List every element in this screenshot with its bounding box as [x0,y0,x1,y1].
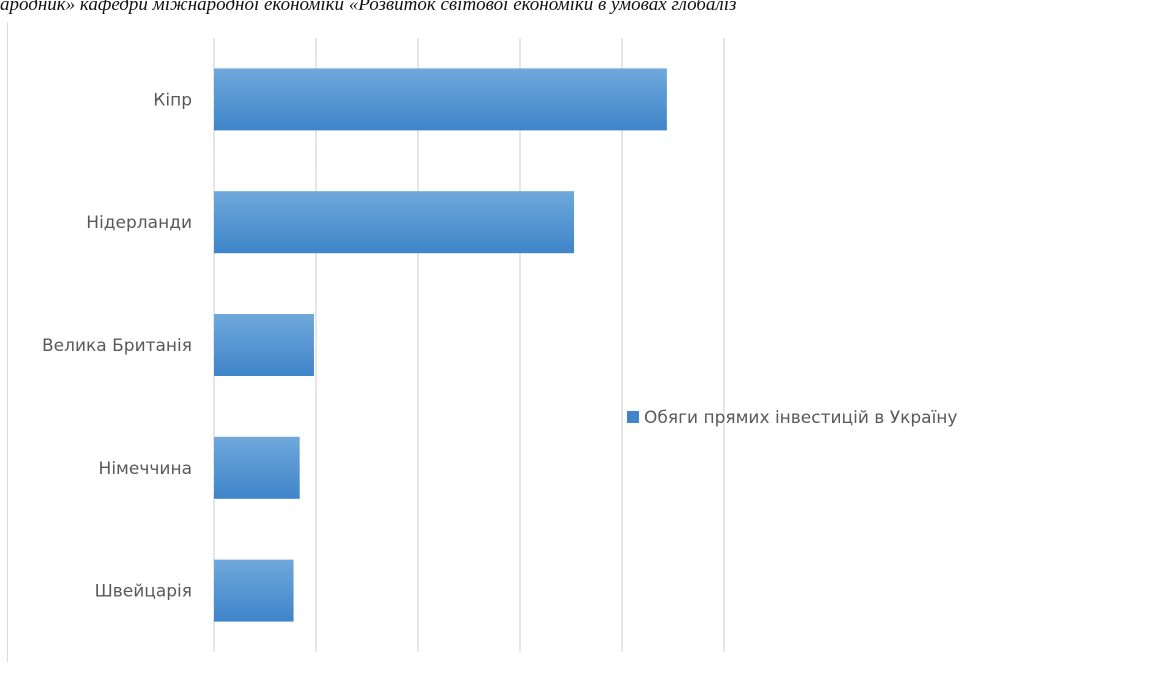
document-header-text: ародник» кафедри міжнародної економіки «… [0,0,737,15]
category-label: Нідерланди [86,213,192,233]
bar [214,436,300,499]
bar [214,559,294,622]
category-label: Кіпр [153,90,192,110]
category-label: Велика Британія [42,336,192,356]
bar [214,314,314,376]
category-label: Швейцарія [95,582,192,602]
bar [214,191,575,254]
bars [214,68,667,622]
header-strip: ародник» кафедри міжнародної економіки «… [0,0,1149,22]
bar [214,68,667,131]
legend-label: Обяги прямих інвестицій в Україну [644,408,957,428]
chart-frame-edge [7,22,8,662]
category-label: Німеччина [99,459,192,479]
category-labels: Кіпр Нідерланди Велика Британія Німеччина Шв… [42,90,192,601]
legend: Обяги прямих інвестицій в Україну [627,408,957,428]
legend-swatch [627,411,639,423]
